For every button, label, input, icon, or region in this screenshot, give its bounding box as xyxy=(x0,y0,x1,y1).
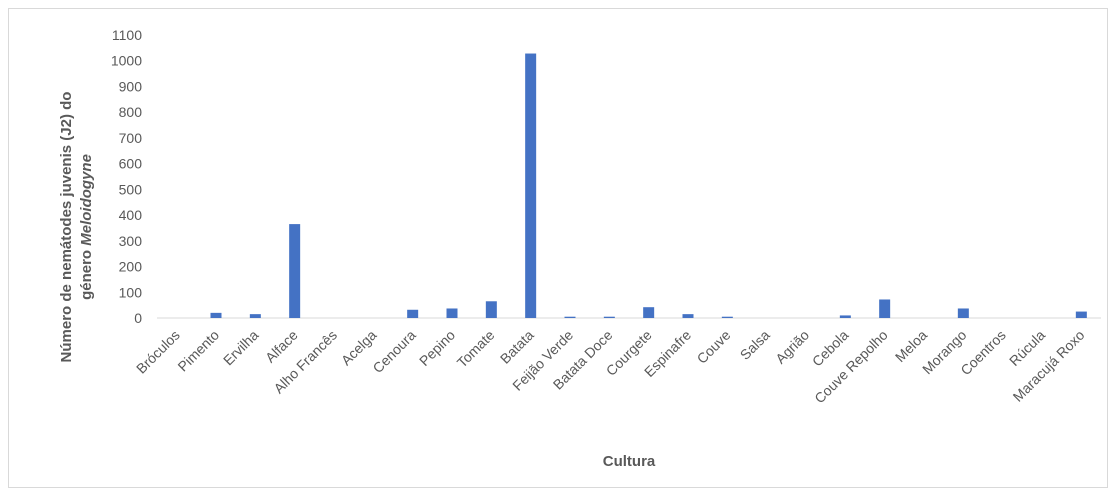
bar xyxy=(446,308,458,318)
x-tick-label: Agrião xyxy=(772,327,812,367)
y-tick-label: 100 xyxy=(119,284,143,300)
y-axis-title-line1: Número de nemátodes juvenis (J2) do xyxy=(58,92,75,363)
x-tick-label: Ervilha xyxy=(220,327,262,369)
x-tick-label: Maracujá Roxo xyxy=(1010,327,1088,405)
y-axis-title-line2-prefix: género xyxy=(78,246,95,300)
y-tick-label: 200 xyxy=(119,259,143,275)
y-axis-title-line2-italic: Meloidogyne xyxy=(78,154,95,246)
chart-container: Número de nemátodes juvenis (J2) do géne… xyxy=(8,8,1108,488)
bar xyxy=(957,308,969,318)
y-tick-label: 800 xyxy=(119,104,143,120)
bars xyxy=(210,53,1087,319)
bar xyxy=(1075,311,1087,318)
bar xyxy=(839,315,851,318)
y-axis-title: Número de nemátodes juvenis (J2) do géne… xyxy=(58,92,95,363)
x-tick-label: Pepino xyxy=(416,327,458,369)
y-tick-label: 1000 xyxy=(111,53,142,69)
bar xyxy=(407,309,419,318)
bar xyxy=(603,316,615,318)
x-tick-label: Salsa xyxy=(737,327,773,363)
x-tick-label: Couve xyxy=(694,327,734,367)
y-tick-label: 600 xyxy=(119,156,143,172)
x-tick-label: Tomate xyxy=(454,327,498,371)
y-tick-label: 700 xyxy=(119,130,143,146)
y-tick-label: 900 xyxy=(119,78,143,94)
y-tick-label: 0 xyxy=(134,310,142,326)
bar xyxy=(249,314,261,318)
bar xyxy=(682,314,694,318)
bar xyxy=(564,316,576,318)
y-tick-label: 500 xyxy=(119,181,143,197)
y-tick-label: 400 xyxy=(119,207,143,223)
x-tick-label: Couve Repolho xyxy=(811,327,891,407)
bar xyxy=(643,307,655,318)
bar xyxy=(485,301,497,318)
bar xyxy=(289,224,301,318)
x-tick-label: Cenoura xyxy=(370,327,419,376)
y-axis-ticks: 0 100 200 300 400 500 600 700 800 900 1000 1100 xyxy=(111,27,142,326)
bar xyxy=(210,312,222,318)
y-tick-label: 1100 xyxy=(112,27,142,43)
x-tick-label: Bróculos xyxy=(133,327,183,377)
bar xyxy=(879,299,891,318)
bar-chart: Número de nemátodes juvenis (J2) do géne… xyxy=(58,27,1101,470)
y-axis-title-line2: género Meloidogyne xyxy=(78,154,95,300)
bar xyxy=(525,53,537,319)
y-tick-label: 300 xyxy=(119,233,143,249)
x-tick-label: Pimento xyxy=(174,327,222,375)
x-axis-title: Cultura xyxy=(603,453,656,470)
bar xyxy=(721,316,733,318)
